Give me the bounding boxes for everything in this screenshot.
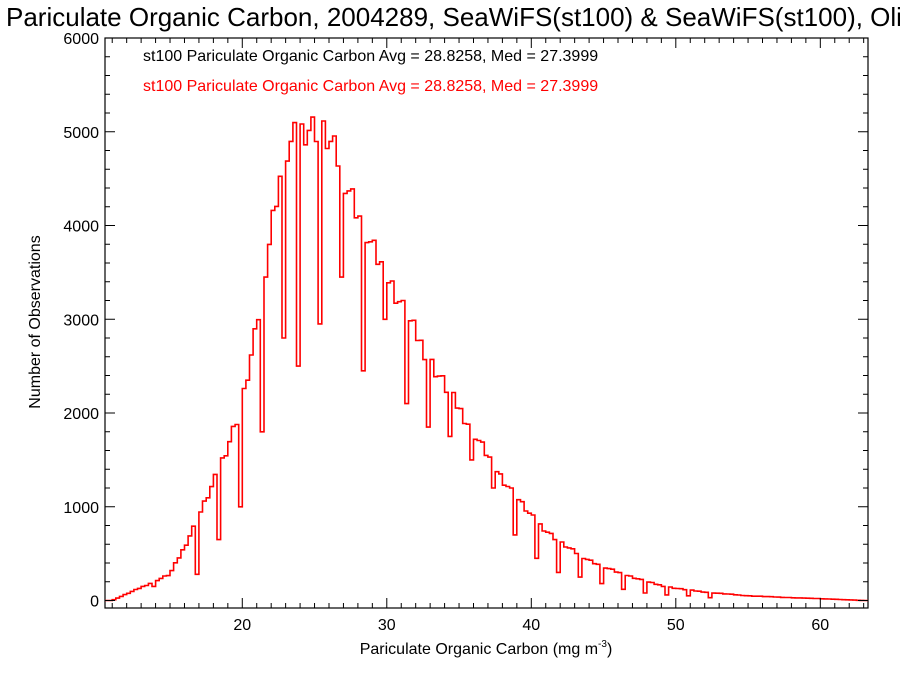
chart-title: Pariculate Organic Carbon, 2004289, SeaW… xyxy=(6,2,900,32)
legend-entry-2: st100 Pariculate Organic Carbon Avg = 28… xyxy=(143,78,598,95)
x-axis-label-superscript: -3 xyxy=(598,639,607,650)
plot-area: 20 30 40 50 60 0 1000 2000 3000 4000 5000 6000 xyxy=(63,31,869,634)
x-tick-label: 20 xyxy=(233,617,251,634)
y-tick-label: 4000 xyxy=(63,219,99,236)
y-axis-ticks: 0 1000 2000 3000 4000 5000 6000 xyxy=(63,31,868,611)
histogram-bars xyxy=(105,116,868,602)
y-tick-label: 1000 xyxy=(63,500,99,517)
legend-entry-1: st100 Pariculate Organic Carbon Avg = 28… xyxy=(143,48,598,65)
y-axis-label: Number of Observations xyxy=(27,235,44,408)
x-axis-label: Pariculate Organic Carbon (mg m-3) xyxy=(360,639,613,658)
x-tick-label: 60 xyxy=(811,617,829,634)
x-axis-label-close: ) xyxy=(607,641,612,658)
y-tick-label: 6000 xyxy=(63,31,99,48)
x-tick-label: 50 xyxy=(667,617,685,634)
y-tick-label: 2000 xyxy=(63,406,99,423)
x-tick-label: 30 xyxy=(378,617,396,634)
x-tick-label: 40 xyxy=(522,617,540,634)
y-tick-label: 0 xyxy=(90,594,99,611)
x-axis-ticks: 20 30 40 50 60 xyxy=(111,38,865,634)
y-tick-label: 5000 xyxy=(63,125,99,142)
plot-frame xyxy=(104,37,869,609)
x-axis-label-text: Pariculate Organic Carbon (mg m xyxy=(360,641,598,658)
histogram-line xyxy=(105,116,868,602)
y-tick-label: 3000 xyxy=(63,312,99,329)
